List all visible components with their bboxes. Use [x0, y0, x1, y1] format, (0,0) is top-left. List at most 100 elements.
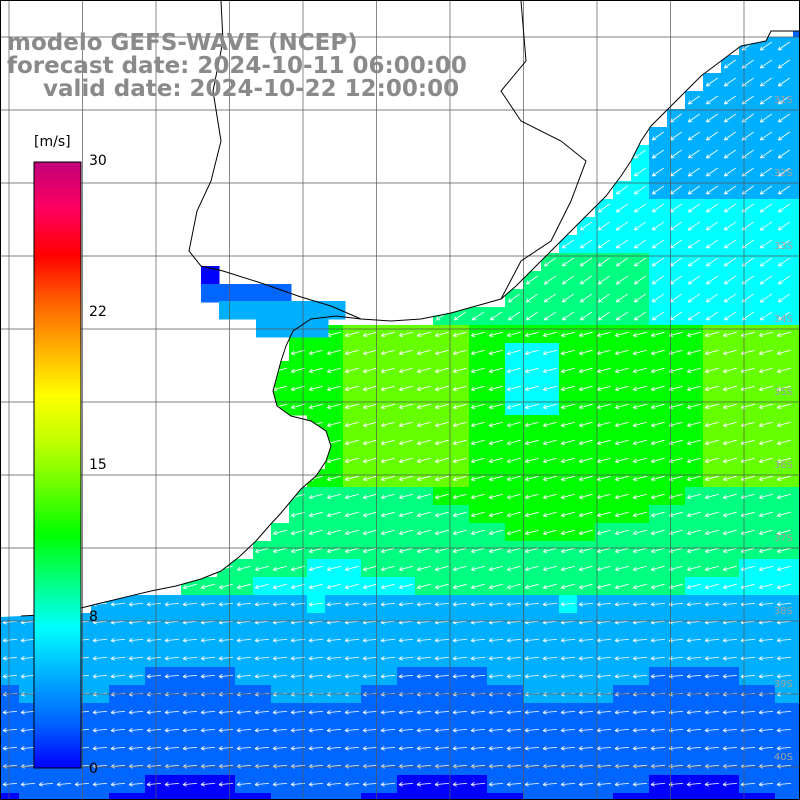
wind-speed-cell — [289, 793, 308, 799]
wind-arrow — [704, 457, 719, 464]
wind-arrow — [758, 457, 773, 464]
wind-arrow — [254, 602, 270, 607]
wind-arrow — [453, 311, 466, 321]
wind-arrow — [687, 293, 700, 303]
wind-arrow — [776, 602, 792, 607]
wind-arrow — [578, 475, 593, 482]
wind-arrow — [686, 439, 701, 446]
wind-arrow — [615, 311, 628, 321]
wind-arrow — [705, 221, 718, 231]
wind-arrow — [434, 529, 449, 536]
wind-arrow — [128, 602, 144, 607]
wind-arrow — [452, 331, 467, 338]
wind-arrow — [398, 367, 413, 374]
wind-arrow — [614, 529, 629, 536]
wind-arrow — [452, 565, 467, 572]
wind-arrow — [344, 547, 359, 554]
wind-arrow — [488, 421, 503, 428]
wind-arrow — [362, 457, 377, 464]
wind-arrow — [290, 656, 306, 661]
wind-arrow — [344, 439, 359, 446]
wind-arrow — [290, 638, 306, 643]
wind-speed-cell — [793, 505, 799, 524]
wind-arrow — [722, 475, 737, 482]
wind-arrow — [416, 547, 431, 554]
wind-arrow — [398, 493, 413, 500]
wind-arrow — [398, 457, 413, 464]
wind-arrow — [722, 349, 737, 356]
wind-arrow — [543, 311, 556, 321]
wind-arrow — [416, 331, 431, 338]
wind-arrow — [398, 331, 413, 338]
wind-arrow — [650, 349, 665, 356]
wind-arrow — [651, 149, 664, 159]
wind-arrow — [218, 583, 233, 590]
wind-arrow — [561, 293, 574, 303]
wind-arrow — [723, 239, 736, 249]
wind-arrow — [560, 457, 575, 464]
wind-arrow — [632, 511, 647, 518]
wind-arrow — [579, 257, 592, 267]
wind-arrow — [308, 403, 323, 410]
wind-arrow — [488, 457, 503, 464]
wind-speed-cell — [793, 289, 799, 308]
wind-arrow — [759, 167, 772, 177]
wind-speed-cell — [793, 379, 799, 398]
wind-arrow — [416, 367, 431, 374]
wind-arrow — [543, 293, 556, 303]
wind-speed-cell — [793, 631, 799, 650]
wind-arrow — [398, 403, 413, 410]
wind-speed-cell — [237, 284, 256, 303]
wind-arrow — [416, 403, 431, 410]
wind-arrow — [759, 203, 772, 213]
wind-speed-cell — [595, 793, 614, 799]
wind-arrow — [777, 311, 790, 321]
wind-arrow — [470, 331, 485, 338]
wind-arrow — [506, 403, 521, 410]
wind-arrow — [560, 529, 575, 536]
wind-arrow — [686, 385, 701, 392]
wind-speed-cell — [256, 319, 275, 338]
wind-arrow — [488, 439, 503, 446]
wind-arrow — [722, 565, 737, 572]
wind-arrow — [686, 493, 701, 500]
wind-arrow — [704, 656, 720, 661]
wind-arrow — [687, 149, 700, 159]
wind-speed-cell — [505, 793, 524, 799]
wind-speed-cell — [55, 793, 74, 799]
wind-arrow — [506, 475, 521, 482]
wind-arrow — [326, 638, 342, 643]
wind-speed-cell — [274, 319, 293, 338]
wind-arrow — [686, 583, 701, 590]
wind-arrow — [182, 638, 198, 643]
latitude-label: 40S — [773, 752, 793, 763]
wind-arrow — [759, 311, 772, 321]
wind-arrow — [686, 529, 701, 536]
wind-arrow — [524, 421, 539, 428]
wind-arrow — [596, 421, 611, 428]
wind-arrow — [20, 638, 36, 643]
wind-arrow — [596, 349, 611, 356]
wind-speed-cell — [1, 793, 20, 799]
wind-arrow — [759, 131, 772, 141]
wind-arrow — [560, 638, 576, 643]
wind-arrow — [722, 331, 737, 338]
wind-arrow — [777, 149, 790, 159]
wind-arrow — [92, 656, 108, 661]
wind-speed-cell — [793, 307, 799, 326]
forecast-date: forecast date: 2024-10-11 06:00:00 — [7, 53, 467, 79]
wind-arrow — [344, 331, 359, 338]
wind-arrow — [632, 529, 647, 536]
wind-arrow — [542, 349, 557, 356]
wind-arrow — [398, 602, 414, 607]
wind-arrow — [488, 656, 504, 661]
wind-arrow — [380, 439, 395, 446]
wind-arrow — [398, 511, 413, 518]
wind-speed-cell — [273, 284, 292, 303]
wind-arrow — [705, 311, 718, 321]
wind-arrow — [650, 493, 665, 500]
wind-arrow — [704, 511, 719, 518]
wind-arrow — [362, 349, 377, 356]
wind-arrow — [777, 167, 790, 177]
wind-arrow — [326, 421, 341, 428]
